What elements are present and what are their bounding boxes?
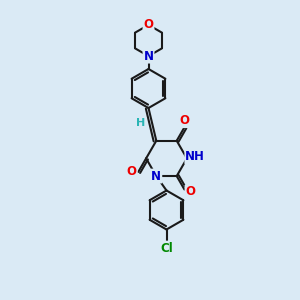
Text: O: O	[127, 165, 137, 178]
Text: Cl: Cl	[160, 242, 173, 255]
Text: O: O	[185, 185, 196, 199]
Text: N: N	[151, 169, 161, 183]
Text: O: O	[143, 18, 154, 32]
Text: O: O	[179, 114, 190, 127]
Text: N: N	[143, 50, 154, 63]
Text: H: H	[136, 118, 146, 128]
Text: NH: NH	[185, 150, 205, 164]
